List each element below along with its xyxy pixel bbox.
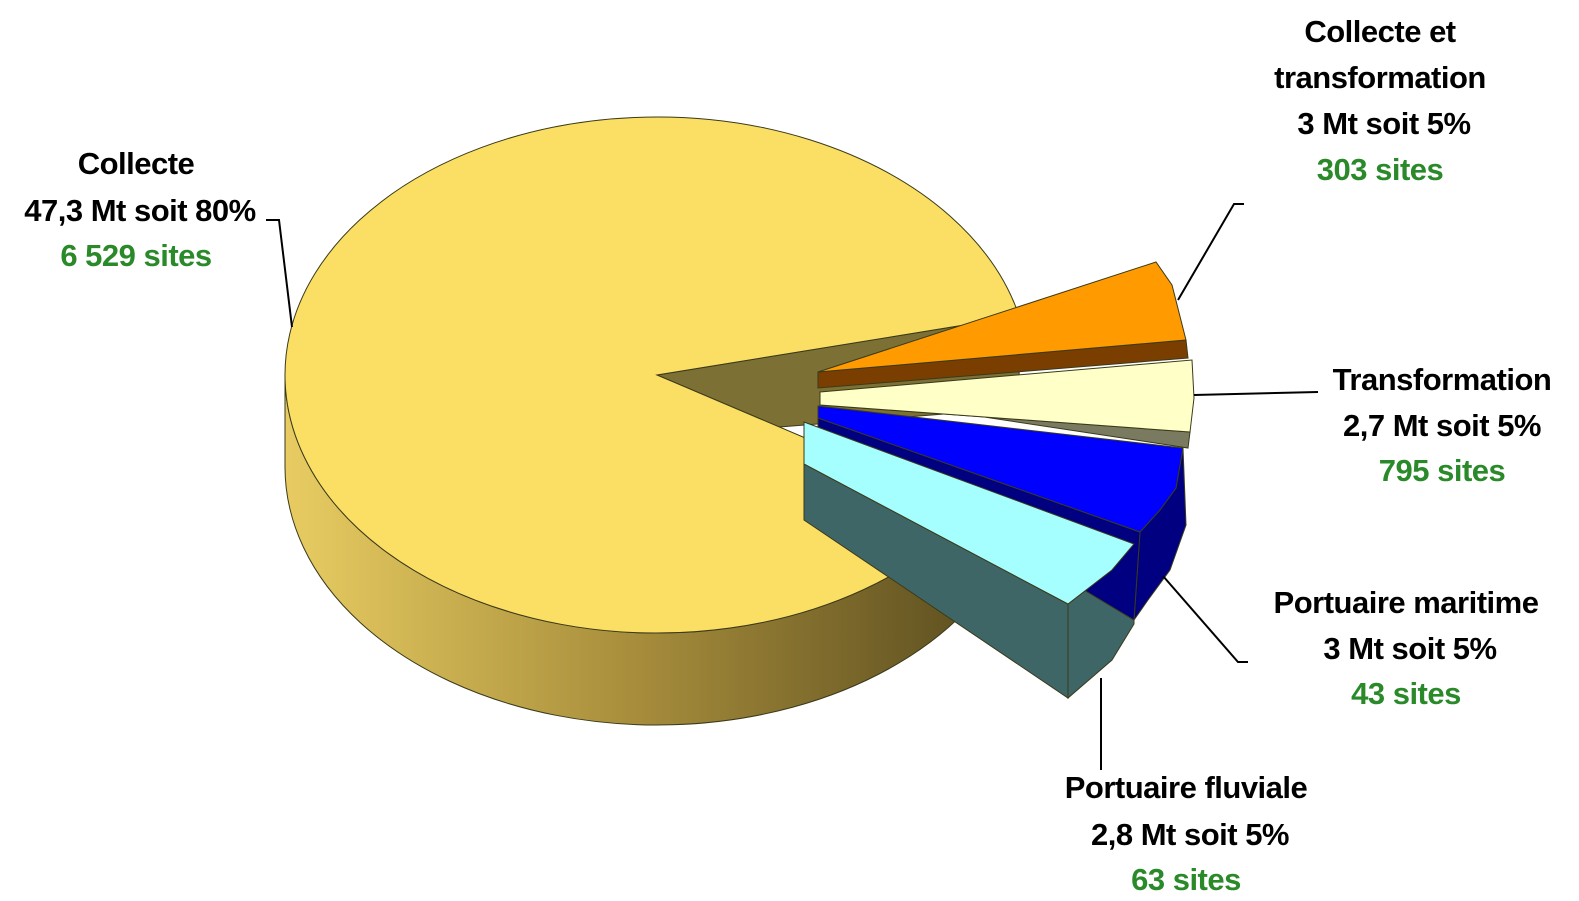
label-portuaire-fluviale-name: Portuaire fluviale: [1065, 770, 1308, 805]
label-collecte-et-transformation-name-line1: Collecte et: [1304, 14, 1455, 49]
label-transformation: Transformation 2,7 Mt soit 5% 795 sites: [1333, 362, 1552, 488]
label-portuaire-maritime-sites: 43 sites: [1351, 676, 1461, 711]
leader-line-collecte: [266, 220, 292, 327]
label-collecte-et-transformation-sites: 303 sites: [1317, 152, 1444, 187]
label-collecte-et-transformation-name-line2: transformation: [1274, 60, 1486, 95]
label-collecte: Collecte 47,3 Mt soit 80% 6 529 sites: [24, 146, 255, 273]
label-portuaire-maritime-name: Portuaire maritime: [1274, 585, 1539, 620]
label-transformation-value: 2,7 Mt soit 5%: [1343, 408, 1541, 443]
label-collecte-sites: 6 529 sites: [60, 238, 211, 273]
label-collecte-value: 47,3 Mt soit 80%: [24, 193, 255, 228]
leader-line-portuaire-maritime: [1163, 576, 1248, 662]
label-transformation-sites: 795 sites: [1379, 453, 1506, 488]
label-collecte-et-transformation: Collecte et transformation 3 Mt soit 5% …: [1274, 14, 1486, 187]
label-portuaire-fluviale: Portuaire fluviale 2,8 Mt soit 5% 63 sit…: [1065, 770, 1308, 897]
pie-slices: [285, 117, 1194, 725]
leader-line-transformation: [1194, 392, 1318, 395]
label-transformation-name: Transformation: [1333, 362, 1552, 397]
label-portuaire-fluviale-value: 2,8 Mt soit 5%: [1091, 817, 1289, 852]
label-portuaire-maritime: Portuaire maritime 3 Mt soit 5% 43 sites: [1274, 585, 1539, 711]
label-collecte-name: Collecte: [78, 146, 195, 181]
leader-line-collecte-et-transformation: [1178, 204, 1244, 300]
label-collecte-et-transformation-value: 3 Mt soit 5%: [1297, 106, 1470, 141]
label-portuaire-maritime-value: 3 Mt soit 5%: [1323, 631, 1496, 666]
label-portuaire-fluviale-sites: 63 sites: [1131, 862, 1241, 897]
